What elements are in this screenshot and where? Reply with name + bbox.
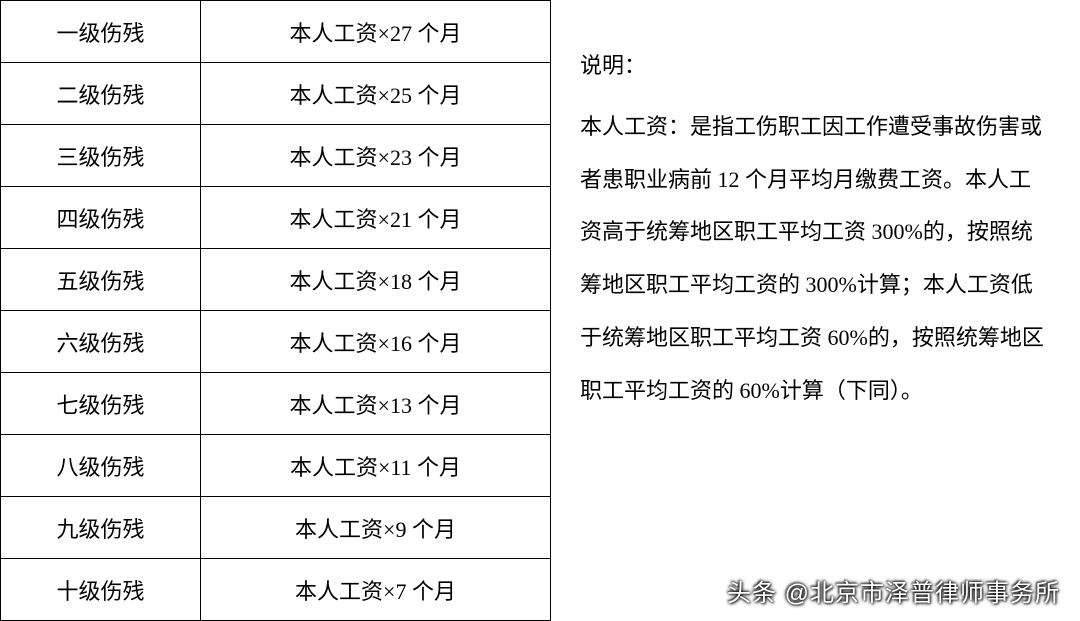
cell-level: 六级伤残 xyxy=(1,311,201,373)
cell-formula: 本人工资×18 个月 xyxy=(201,249,551,311)
table-body: 一级伤残 本人工资×27 个月 二级伤残 本人工资×25 个月 三级伤残 本人工… xyxy=(1,1,551,621)
cell-formula: 本人工资×9 个月 xyxy=(201,497,551,559)
cell-formula: 本人工资×21 个月 xyxy=(201,187,551,249)
cell-formula: 本人工资×16 个月 xyxy=(201,311,551,373)
watermark-text: 头条 @北京市泽普律师事务所 xyxy=(727,573,1060,608)
cell-level: 一级伤残 xyxy=(1,1,201,63)
cell-level: 八级伤残 xyxy=(1,435,201,497)
table-row: 五级伤残 本人工资×18 个月 xyxy=(1,249,551,311)
description-section: 说明： 本人工资：是指工伤职工因工作遭受事故伤害或者患职业病前 12 个月平均月… xyxy=(550,0,1080,620)
cell-level: 七级伤残 xyxy=(1,373,201,435)
cell-level: 四级伤残 xyxy=(1,187,201,249)
cell-level: 三级伤残 xyxy=(1,125,201,187)
cell-level: 五级伤残 xyxy=(1,249,201,311)
table-row: 八级伤残 本人工资×11 个月 xyxy=(1,435,551,497)
compensation-table: 一级伤残 本人工资×27 个月 二级伤残 本人工资×25 个月 三级伤残 本人工… xyxy=(0,0,551,621)
table-row: 六级伤残 本人工资×16 个月 xyxy=(1,311,551,373)
table-row: 三级伤残 本人工资×23 个月 xyxy=(1,125,551,187)
cell-formula: 本人工资×25 个月 xyxy=(201,63,551,125)
cell-level: 二级伤残 xyxy=(1,63,201,125)
compensation-table-section: 一级伤残 本人工资×27 个月 二级伤残 本人工资×25 个月 三级伤残 本人工… xyxy=(0,0,550,620)
cell-level: 十级伤残 xyxy=(1,559,201,621)
cell-formula: 本人工资×13 个月 xyxy=(201,373,551,435)
cell-formula: 本人工资×27 个月 xyxy=(201,1,551,63)
description-title: 说明： xyxy=(580,40,1050,93)
description-body: 本人工资：是指工伤职工因工作遭受事故伤害或者患职业病前 12 个月平均月缴费工资… xyxy=(580,101,1050,418)
cell-formula: 本人工资×7 个月 xyxy=(201,559,551,621)
table-row: 一级伤残 本人工资×27 个月 xyxy=(1,1,551,63)
table-row: 七级伤残 本人工资×13 个月 xyxy=(1,373,551,435)
table-row: 十级伤残 本人工资×7 个月 xyxy=(1,559,551,621)
page-container: 一级伤残 本人工资×27 个月 二级伤残 本人工资×25 个月 三级伤残 本人工… xyxy=(0,0,1080,620)
cell-formula: 本人工资×23 个月 xyxy=(201,125,551,187)
table-row: 九级伤残 本人工资×9 个月 xyxy=(1,497,551,559)
cell-level: 九级伤残 xyxy=(1,497,201,559)
table-row: 四级伤残 本人工资×21 个月 xyxy=(1,187,551,249)
table-row: 二级伤残 本人工资×25 个月 xyxy=(1,63,551,125)
cell-formula: 本人工资×11 个月 xyxy=(201,435,551,497)
